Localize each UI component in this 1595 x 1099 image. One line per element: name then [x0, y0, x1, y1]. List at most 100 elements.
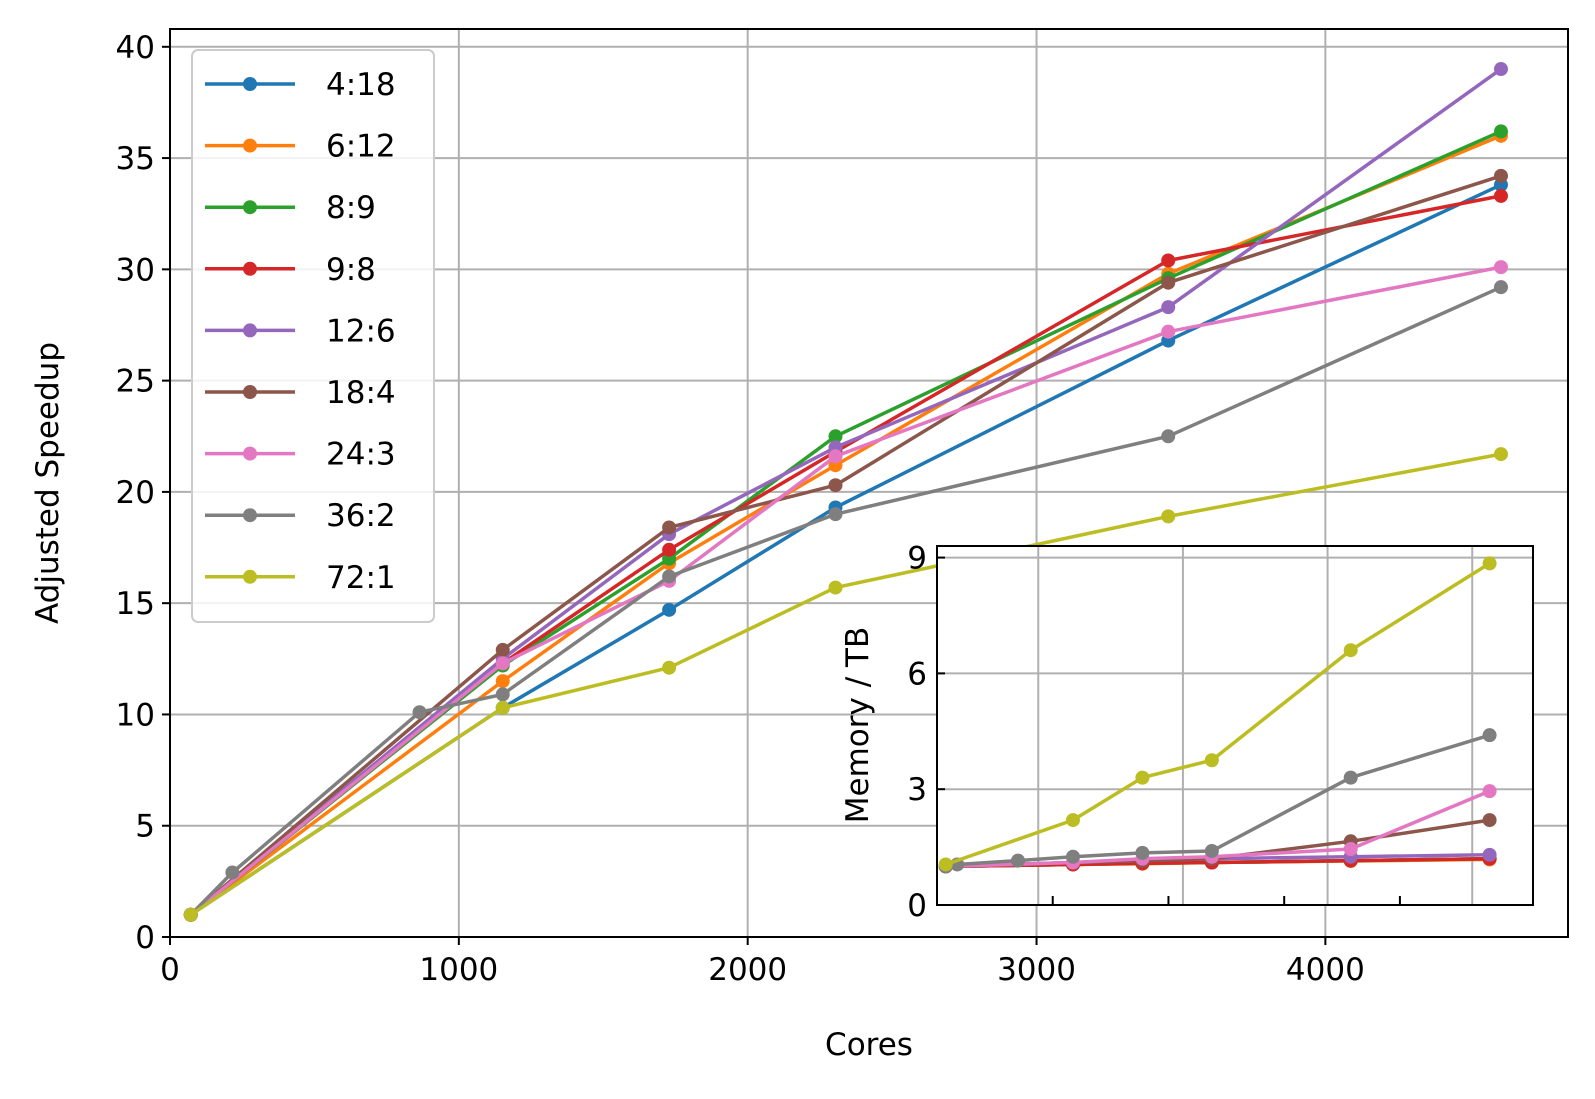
inset-y-tick-label: 6 [907, 656, 927, 692]
data-point [1161, 275, 1176, 290]
main-ticks: 0 1000 2000 3000 4000 0 5 10 15 20 25 30 35 40 [116, 30, 1365, 988]
data-point [1161, 509, 1176, 524]
y-tick-label: 35 [116, 141, 155, 177]
x-tick-label: 1000 [419, 952, 498, 988]
data-point [412, 705, 427, 720]
inset-data-point [1135, 845, 1150, 860]
data-point [1493, 168, 1508, 183]
y-tick-label: 30 [116, 252, 155, 288]
legend-label: 9:8 [326, 252, 376, 288]
inset-y-axis-label: Memory / TB [840, 627, 876, 823]
data-point [495, 656, 510, 671]
inset-data-point [1011, 853, 1026, 868]
inset-data-point [1065, 849, 1080, 864]
inset-data-point [1482, 784, 1497, 799]
inset-series-line-36-2 [945, 733, 1491, 869]
inset-series-line-24-3 [945, 789, 1491, 869]
y-tick-label: 5 [135, 809, 155, 845]
series-line-18-4 [189, 174, 1502, 917]
data-point [662, 520, 677, 535]
inset-data-point [1482, 847, 1497, 862]
series-line-36-2 [189, 285, 1502, 916]
data-point [1161, 429, 1176, 444]
legend-label: 8:9 [326, 190, 376, 226]
data-point [662, 542, 677, 557]
legend-marker [243, 261, 257, 276]
x-tick-label: 4000 [1286, 952, 1365, 988]
legend-label: 24:3 [326, 437, 396, 473]
data-point [828, 429, 843, 444]
series-line-72-1 [189, 452, 1502, 917]
data-point [1493, 188, 1508, 203]
inset-data-point [1065, 813, 1080, 828]
y-tick-label: 40 [116, 30, 155, 66]
inset-y-tick-label: 0 [907, 888, 927, 924]
inset-data-point [1482, 813, 1497, 828]
legend-marker [243, 138, 257, 153]
data-point [828, 507, 843, 522]
legend-marker [243, 385, 257, 399]
legend-marker [243, 569, 257, 584]
x-tick-label: 3000 [997, 952, 1076, 988]
legend-label: 72:1 [326, 560, 396, 596]
data-point [495, 700, 510, 715]
y-tick-label: 0 [135, 920, 155, 956]
data-point [828, 449, 843, 464]
data-point [828, 478, 843, 493]
legend-box [191, 49, 435, 623]
inset-data-point [1482, 728, 1497, 743]
y-tick-label: 15 [116, 586, 155, 622]
data-point [828, 580, 843, 595]
inset-plot-frame [936, 545, 1534, 906]
x-tick-label: 2000 [708, 952, 787, 988]
data-point [1161, 253, 1176, 268]
data-point [662, 660, 677, 675]
inset-series-group [938, 556, 1497, 874]
inset-data-point [938, 857, 953, 872]
y-tick-label: 10 [116, 697, 155, 733]
data-point [495, 687, 510, 702]
data-point [1493, 280, 1508, 295]
x-axis-label: Cores [825, 1027, 913, 1063]
legend-marker [243, 323, 257, 338]
main-series-group [183, 62, 1508, 922]
data-point [1493, 62, 1508, 77]
y-axis-label: Adjusted Speedup [30, 342, 66, 624]
inset-data-point [1343, 643, 1358, 658]
inset-data-point [1135, 770, 1150, 785]
legend-label: 12:6 [326, 313, 396, 349]
data-point [1161, 300, 1176, 315]
y-tick-label: 20 [116, 475, 155, 511]
data-point [662, 569, 677, 584]
legend-marker [243, 446, 257, 461]
inset-ticks: 0 3 6 9 [907, 541, 1401, 924]
legend-marker [243, 508, 257, 523]
inset-background [937, 546, 1533, 905]
legend-label: 18:4 [326, 375, 396, 411]
data-point [225, 865, 240, 880]
data-point [1493, 124, 1508, 139]
y-tick-label: 25 [116, 364, 155, 400]
inset-data-point [1482, 556, 1497, 571]
data-point [495, 674, 510, 689]
data-point [662, 602, 677, 617]
series-line-12-6 [189, 67, 1503, 917]
inset-data-point [1204, 843, 1219, 858]
inset-y-tick-label: 9 [907, 541, 927, 577]
x-tick-label: 0 [160, 952, 180, 988]
legend-marker [243, 77, 257, 91]
inset-data-point [1343, 842, 1358, 857]
data-point [495, 642, 510, 657]
main-plot-frame [169, 28, 1569, 938]
legend-label: 4:18 [326, 67, 396, 103]
legend-label: 36:2 [326, 498, 396, 534]
inset-series-line-72-1 [945, 561, 1491, 867]
data-point [1493, 447, 1508, 462]
data-point [1493, 260, 1508, 275]
inset-data-point [1343, 770, 1358, 785]
inset-data-point [1204, 753, 1219, 768]
data-point [183, 907, 198, 922]
legend: 4:18 6:12 8:9 9:8 12:6 18:4 24:3 36:2 72:1 [191, 49, 435, 623]
